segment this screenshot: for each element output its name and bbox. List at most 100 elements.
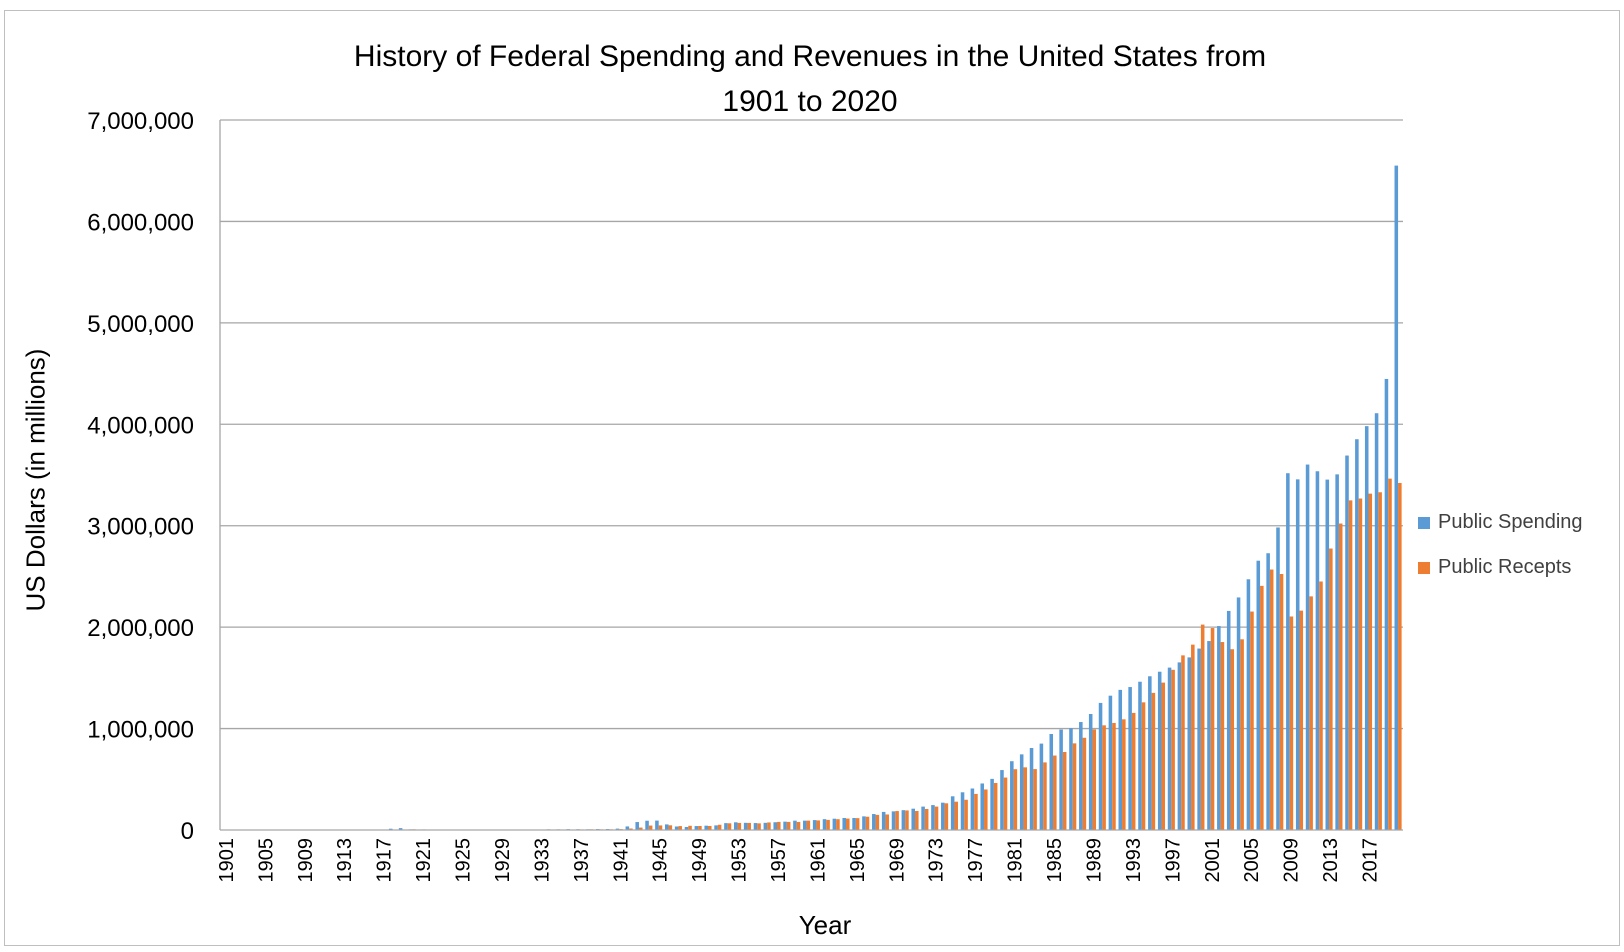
bar — [941, 802, 945, 830]
bar — [1250, 611, 1254, 830]
x-tick-label: 1985 — [1044, 838, 1066, 883]
bar — [974, 793, 978, 830]
bar — [1236, 597, 1241, 830]
x-tick-label: 1901 — [216, 838, 238, 883]
bar — [1062, 751, 1067, 830]
y-tick-label: 1,000,000 — [87, 717, 194, 744]
bar — [1161, 682, 1166, 830]
bar — [1023, 767, 1028, 830]
bar — [1013, 769, 1018, 830]
bar — [872, 814, 876, 830]
x-tick-label: 1949 — [689, 838, 711, 883]
bar — [950, 796, 955, 830]
bar — [1059, 729, 1063, 830]
bar — [1246, 579, 1251, 830]
bar — [1338, 523, 1343, 830]
bar — [921, 806, 925, 830]
bar — [1053, 755, 1057, 830]
bar — [1191, 644, 1195, 830]
bar — [842, 817, 847, 830]
bar — [645, 820, 649, 830]
bar — [1299, 610, 1304, 830]
legend-label-public-recepts: Public Recepts — [1438, 556, 1572, 578]
bar — [1177, 662, 1182, 830]
bar — [757, 823, 761, 830]
bar — [1010, 761, 1014, 830]
bar — [1039, 743, 1044, 830]
x-tick-label: 1981 — [1005, 838, 1027, 883]
bar — [1019, 754, 1024, 830]
bar — [1266, 553, 1270, 830]
bar — [970, 788, 975, 830]
bar — [1289, 616, 1294, 830]
y-tick-label: 0 — [181, 818, 194, 845]
bar — [694, 826, 699, 830]
bar — [1049, 734, 1054, 830]
bar — [1279, 573, 1284, 830]
bar — [1148, 676, 1152, 830]
x-tick-label: 2001 — [1202, 838, 1224, 883]
bar — [1131, 712, 1136, 830]
chart-title-line-1: History of Federal Spending and Revenues… — [353, 40, 1267, 73]
bar — [734, 822, 738, 830]
bar — [891, 811, 896, 830]
bar — [1335, 474, 1339, 830]
bar — [767, 822, 771, 830]
bar — [901, 810, 906, 830]
bar — [1345, 455, 1349, 830]
x-tick-label: 1913 — [334, 838, 356, 883]
x-tick-label: 1933 — [531, 838, 553, 883]
bar — [678, 826, 682, 830]
y-tick-label: 6,000,000 — [87, 209, 194, 236]
bar — [747, 822, 751, 830]
bar — [1082, 737, 1087, 830]
bar — [1210, 628, 1215, 830]
y-tick-label: 7,000,000 — [87, 108, 194, 135]
bar — [1167, 667, 1172, 830]
x-tick-label: 2013 — [1320, 838, 1342, 883]
bar — [743, 822, 748, 830]
x-tick-label: 1929 — [492, 838, 514, 883]
bar — [724, 823, 728, 830]
bar — [1217, 626, 1221, 830]
bar — [1029, 748, 1034, 830]
bar — [984, 789, 988, 830]
bar — [786, 821, 791, 830]
legend: Public Spending Public Recepts — [1418, 500, 1583, 590]
bar — [714, 825, 718, 830]
x-tick-label: 1953 — [729, 838, 751, 883]
bar — [812, 820, 817, 830]
bar — [1003, 777, 1008, 830]
bar — [1394, 165, 1399, 831]
bar — [895, 811, 899, 830]
bar — [915, 811, 919, 830]
bar — [665, 824, 669, 830]
bar — [615, 828, 620, 830]
bar — [1171, 669, 1175, 830]
legend-swatch-public-spending — [1418, 516, 1430, 529]
bar — [1112, 722, 1116, 830]
x-tick-label: 1989 — [1083, 838, 1105, 883]
bar — [1240, 639, 1244, 830]
bar — [852, 818, 856, 830]
legend-item-public-spending: Public Spending — [1418, 500, 1583, 545]
chart-title-line-2: 1901 to 2020 — [722, 85, 898, 118]
bar — [796, 821, 801, 830]
x-tick-label: 2017 — [1359, 838, 1381, 883]
bar — [960, 792, 965, 830]
x-tick-label: 1917 — [374, 838, 396, 883]
bar — [865, 816, 870, 830]
bar — [905, 810, 909, 830]
bar — [964, 799, 968, 830]
bar — [737, 822, 742, 830]
bar — [1374, 413, 1379, 830]
bar — [1315, 471, 1320, 830]
bar — [934, 806, 939, 830]
bar — [931, 805, 935, 830]
bar — [707, 825, 712, 830]
bar — [855, 818, 860, 830]
bar — [1358, 498, 1363, 830]
bar — [1092, 729, 1097, 830]
bar — [1319, 581, 1323, 830]
bar — [846, 818, 850, 830]
